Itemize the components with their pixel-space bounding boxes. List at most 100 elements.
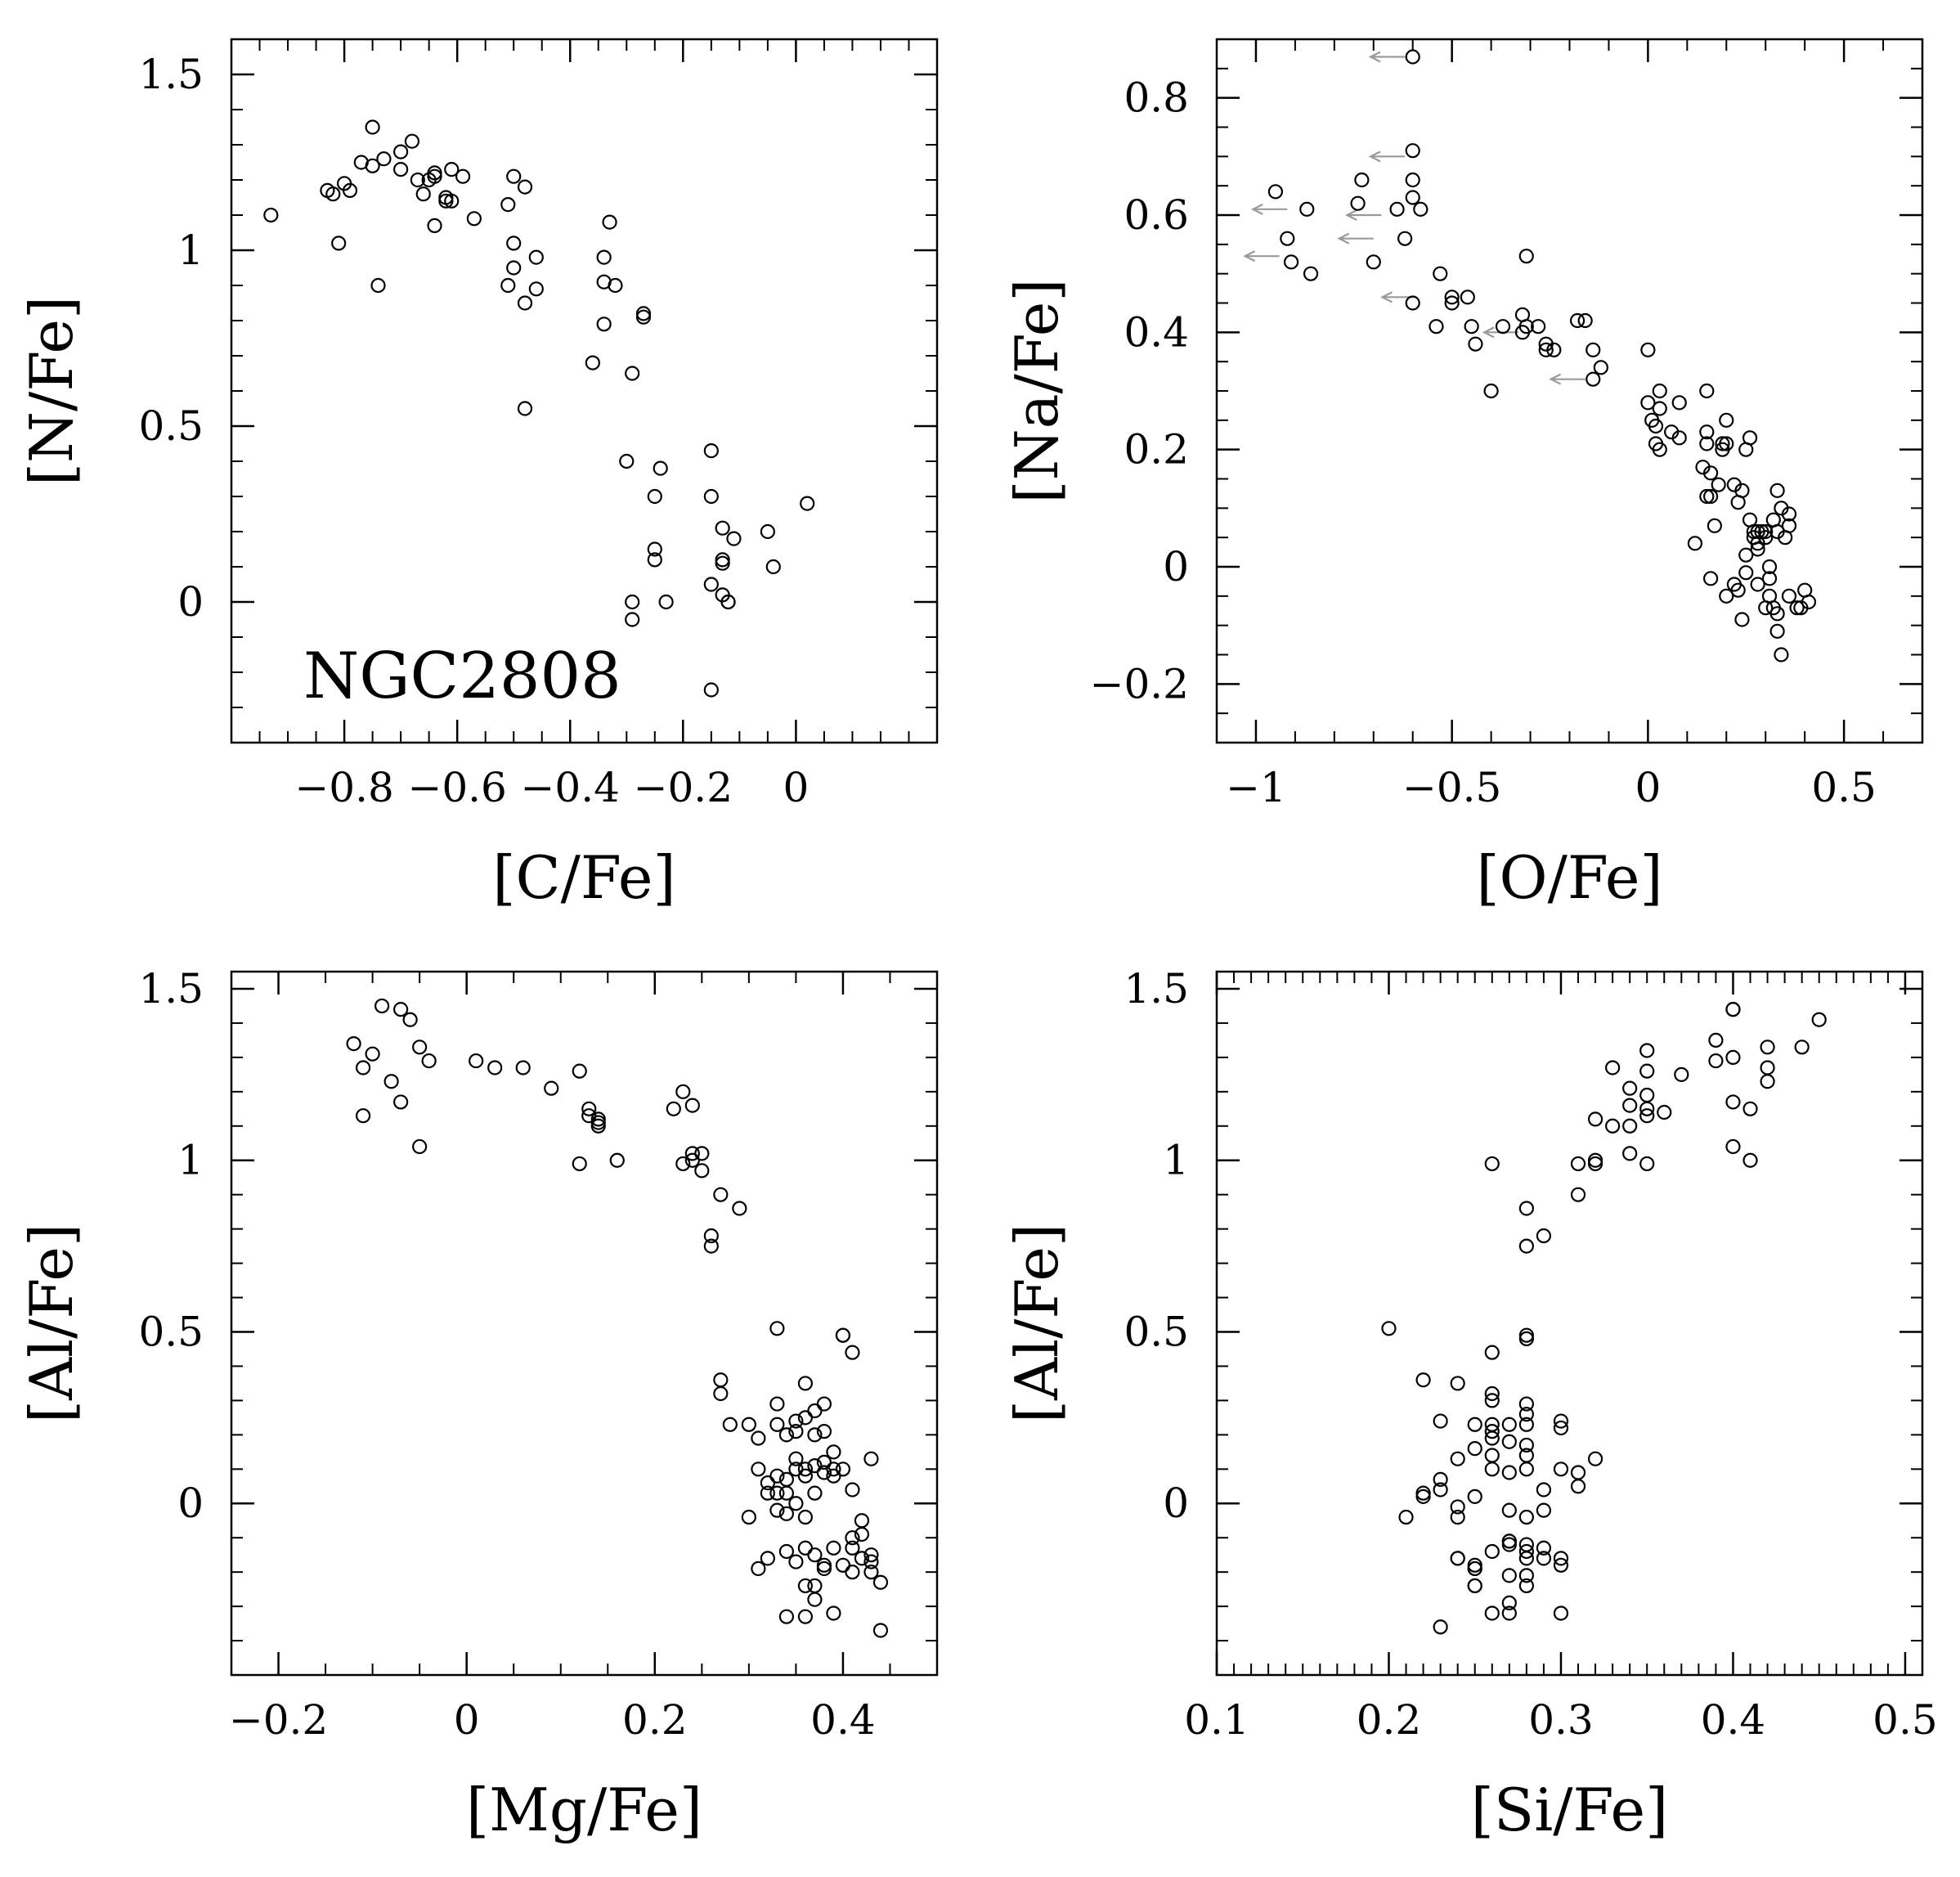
data-point <box>1553 1557 1569 1573</box>
x-tick-label: 0.5 <box>1873 1696 1938 1744</box>
data-point <box>713 1187 729 1202</box>
data-point <box>788 1496 804 1511</box>
x-tick-label: 0 <box>1635 764 1661 811</box>
data-point <box>500 277 516 294</box>
data-point <box>1518 1437 1534 1453</box>
data-point <box>854 1526 870 1542</box>
data-point <box>572 1063 587 1079</box>
data-point <box>1536 1551 1552 1566</box>
data-point <box>1789 600 1805 616</box>
data-point <box>1761 559 1778 575</box>
data-point <box>797 1468 814 1484</box>
data-point <box>807 1403 823 1419</box>
y-axis-label: [N/Fe] <box>17 296 86 486</box>
data-point <box>444 193 460 209</box>
data-point <box>1405 49 1420 65</box>
data-point <box>506 236 522 251</box>
data-point <box>769 1417 785 1432</box>
data-point <box>1794 1040 1810 1055</box>
data-point <box>1648 418 1664 434</box>
data-point <box>1569 312 1585 329</box>
data-point <box>1450 1376 1465 1391</box>
data-point <box>1450 1509 1465 1525</box>
data-point <box>1725 1138 1741 1155</box>
data-point <box>1450 1551 1465 1566</box>
data-point <box>703 577 719 592</box>
data-point <box>800 496 815 511</box>
data-point <box>1501 1434 1517 1449</box>
y-tick-label: 0.4 <box>1124 308 1189 356</box>
data-point <box>647 488 662 505</box>
data-point <box>370 277 386 294</box>
data-point <box>1518 319 1534 335</box>
data-point <box>1699 424 1715 440</box>
data-point <box>1738 565 1754 581</box>
data-point <box>1415 1489 1431 1504</box>
data-point <box>1674 1066 1689 1082</box>
data-point <box>769 1468 785 1484</box>
data-point <box>1553 1605 1569 1621</box>
data-point <box>517 179 533 195</box>
y-tick-label: 1 <box>177 227 204 274</box>
data-point <box>1531 319 1546 335</box>
x-tick-label: −0.4 <box>521 764 620 811</box>
data-point <box>346 1035 361 1052</box>
data-point <box>1518 1509 1534 1525</box>
data-point <box>1518 1568 1534 1583</box>
data-point <box>797 1462 814 1477</box>
data-point <box>1501 1465 1517 1480</box>
data-point <box>1553 1462 1569 1477</box>
data-point <box>1671 430 1687 446</box>
data-point <box>1639 1063 1655 1079</box>
data-point <box>1742 1101 1758 1116</box>
data-point <box>816 1424 832 1439</box>
data-point <box>1467 1441 1482 1457</box>
data-point <box>1703 571 1719 586</box>
data-point <box>500 197 516 213</box>
data-point <box>383 1074 399 1089</box>
data-point <box>1639 1156 1655 1172</box>
data-point <box>342 182 358 198</box>
data-point <box>1484 1345 1500 1360</box>
data-point <box>1734 483 1750 498</box>
data-point <box>427 165 442 181</box>
data-point <box>1484 1462 1500 1477</box>
y-tick-label: 1 <box>1163 1137 1189 1184</box>
panel-na-vs-o: −1 −0.5 0 0.5 −0.2 0 0.2 0.4 0.6 0.8 [O/Fe] [Na/Fe] <box>1002 38 1924 912</box>
data-point <box>596 249 612 265</box>
data-point <box>807 1592 823 1607</box>
data-point <box>1570 1479 1586 1494</box>
data-point <box>421 1053 437 1069</box>
data-point <box>1381 1321 1397 1336</box>
data-point <box>863 1565 879 1580</box>
data-point <box>666 1101 681 1116</box>
data-point <box>1811 1012 1827 1027</box>
data-point <box>466 211 482 227</box>
data-point <box>393 162 409 177</box>
data-point <box>778 1485 794 1501</box>
data-point <box>1769 606 1785 622</box>
cluster-annotation: NGC2808 <box>303 640 621 713</box>
x-tick-label: 0.3 <box>1528 1696 1594 1744</box>
x-axis-label: [Mg/Fe] <box>466 1776 702 1844</box>
upper-limit-arrow <box>1368 51 1406 63</box>
data-point <box>1699 488 1715 505</box>
data-point <box>845 1540 860 1556</box>
y-tick-label: 1.5 <box>138 965 204 1013</box>
data-point <box>1640 395 1656 411</box>
data-point <box>872 1623 889 1638</box>
data-point <box>585 355 600 370</box>
data-point <box>1587 1451 1603 1466</box>
data-point <box>845 1565 860 1580</box>
data-point <box>1518 249 1534 264</box>
data-point <box>1546 342 1562 357</box>
upper-limit-arrow <box>1337 232 1374 245</box>
data-point <box>715 555 730 571</box>
data-point <box>375 998 390 1014</box>
data-point <box>1303 266 1319 281</box>
data-point <box>1536 1502 1552 1518</box>
upper-limit-arrow <box>1549 373 1585 385</box>
x-tick-label: 0.1 <box>1184 1696 1249 1744</box>
data-point <box>694 1163 710 1179</box>
